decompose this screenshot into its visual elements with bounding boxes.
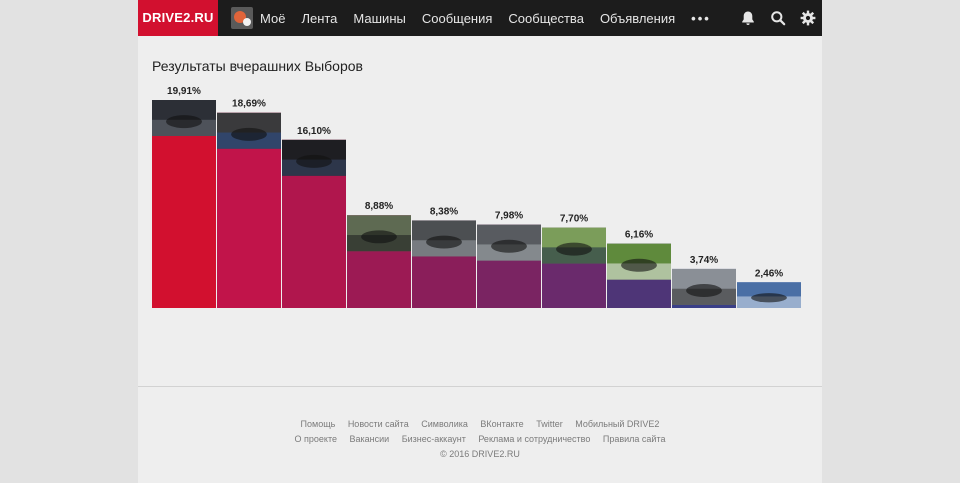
results-bar-chart: 19,91% 18,69% 16,10% 8,88% 8,38% 7,98% 7,70% 6,…	[152, 86, 801, 308]
bar-value-label-9: 3,74%	[690, 255, 718, 266]
bar-value-label-4: 8,88%	[365, 201, 393, 212]
nav-item-feed[interactable]: Лента	[301, 10, 338, 26]
bar-photo-3[interactable]	[282, 139, 346, 176]
main-nav: Моё Лента Машины Сообщения Сообщества Об…	[260, 0, 727, 36]
bar-photo-2[interactable]	[217, 112, 281, 149]
footer-link-business[interactable]: Бизнес-аккаунт	[401, 434, 466, 444]
bar-value-label-8: 6,16%	[625, 230, 653, 241]
nav-item-cars[interactable]: Машины	[353, 10, 406, 26]
bar-photo-8[interactable]	[607, 243, 671, 280]
chart-title: Результаты вчерашних Выборов	[152, 58, 363, 74]
nav-item-communities[interactable]: Сообщества	[508, 10, 584, 26]
nav-item-moe[interactable]: Моё	[260, 10, 286, 26]
footer-link-mobile[interactable]: Мобильный DRIVE2	[575, 419, 660, 429]
bar-value-label-5: 8,38%	[430, 206, 458, 217]
nav-item-messages[interactable]: Сообщения	[421, 10, 493, 26]
toolbar-icons	[726, 0, 816, 36]
page: DRIVE2.RU Моё Лента Машины Сообщения Соо…	[138, 0, 822, 483]
bar-value-label-6: 7,98%	[495, 211, 523, 222]
footer-link-vkontakte[interactable]: ВКонтакте	[480, 419, 524, 429]
footer-link-ads[interactable]: Реклама и сотрудничество	[478, 434, 591, 444]
footer-divider	[138, 386, 822, 387]
footer-link-symbols[interactable]: Символика	[421, 419, 468, 429]
gear-icon[interactable]	[800, 10, 816, 26]
bar-photo-4[interactable]	[347, 215, 411, 252]
footer-link-rules[interactable]: Правила сайта	[602, 434, 666, 444]
bar-value-label-10: 2,46%	[755, 268, 783, 279]
bar-photo-7[interactable]	[542, 227, 606, 264]
footer-link-news[interactable]: Новости сайта	[347, 419, 409, 429]
footer-links-row-1: Помощь Новости сайта Символика ВКонтакте…	[138, 417, 822, 432]
bar-photo-6[interactable]	[477, 224, 541, 261]
bar-photo-1[interactable]	[152, 100, 216, 136]
search-icon[interactable]	[770, 10, 786, 26]
bar-value-label-2: 18,69%	[232, 99, 266, 110]
footer-link-twitter[interactable]: Twitter	[536, 419, 563, 429]
footer-link-jobs[interactable]: Вакансии	[349, 434, 390, 444]
more-menu-button[interactable]: •••	[691, 10, 711, 26]
footer-link-help[interactable]: Помощь	[300, 419, 336, 429]
bar-value-label-3: 16,10%	[297, 126, 331, 137]
footer: Помощь Новости сайта Символика ВКонтакте…	[138, 417, 822, 462]
bar-photo-10[interactable]	[737, 282, 801, 308]
nav-item-classifieds[interactable]: Объявления	[599, 10, 676, 26]
user-avatar[interactable]	[231, 7, 253, 29]
footer-link-about[interactable]: О проекте	[294, 434, 337, 444]
bar-value-label-1: 19,91%	[167, 86, 201, 97]
bar-value-label-7: 7,70%	[560, 214, 588, 225]
bar-photo-9[interactable]	[672, 268, 736, 305]
footer-links-row-2: О проекте Вакансии Бизнес-аккаунт Реклам…	[138, 432, 822, 447]
top-navigation-bar: DRIVE2.RU Моё Лента Машины Сообщения Соо…	[138, 0, 822, 36]
site-logo[interactable]: DRIVE2.RU	[138, 0, 218, 36]
copyright: © 2016 DRIVE2.RU	[440, 449, 520, 459]
bar-photo-5[interactable]	[412, 220, 476, 257]
bell-icon[interactable]	[740, 10, 756, 26]
